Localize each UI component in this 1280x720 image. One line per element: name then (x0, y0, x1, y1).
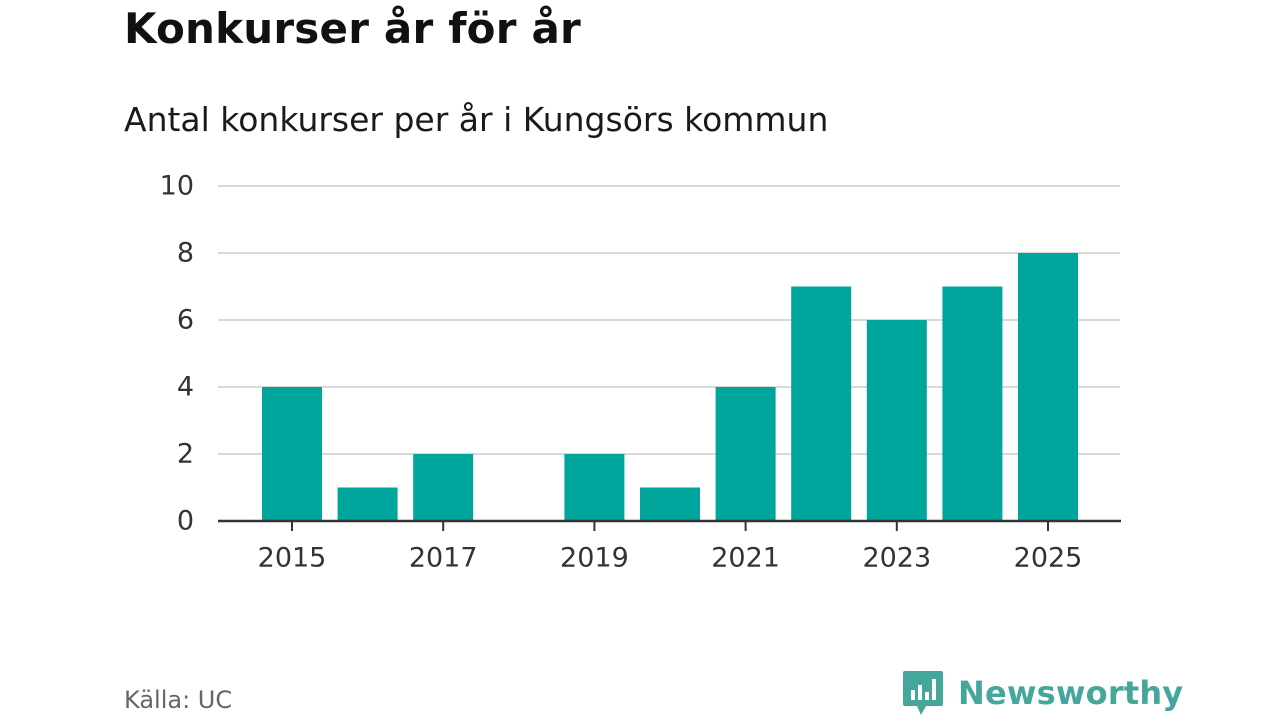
chart-subtitle: Antal konkurser per år i Kungsörs kommun (124, 100, 829, 139)
x-tick-label-2019: 2019 (560, 543, 629, 574)
y-tick-label-10: 10 (160, 171, 194, 202)
brand-name: Newsworthy (958, 674, 1184, 712)
bar-2023 (866, 320, 927, 521)
x-tick-label-2021: 2021 (711, 543, 780, 574)
newsworthy-logo-icon (903, 671, 943, 715)
bar-2025 (1018, 253, 1078, 521)
brand-logo[interactable]: Newsworthy (902, 670, 1183, 716)
bars (262, 253, 1078, 521)
bar-chart: 0 2 4 6 8 10 2015 2017 2019 2021 2023 2025 (160, 171, 1121, 574)
y-tick-label-4: 4 (177, 372, 194, 403)
bar-2017 (413, 454, 474, 521)
bar-2022 (791, 286, 852, 521)
tick-labels: 0 2 4 6 8 10 2015 2017 2019 2021 2023 2025 (160, 171, 1083, 574)
x-tick-label-2023: 2023 (862, 543, 931, 574)
x-tick-label-2017: 2017 (409, 543, 478, 574)
x-tick-label-2025: 2025 (1014, 543, 1083, 574)
x-axis (218, 519, 1121, 531)
y-tick-label-8: 8 (177, 238, 194, 269)
x-tick-label-2015: 2015 (258, 543, 327, 574)
bar-2016 (337, 487, 398, 521)
y-tick-label-6: 6 (177, 305, 194, 336)
bar-2021 (715, 387, 776, 521)
y-tick-label-2: 2 (177, 439, 194, 470)
y-tick-label-0: 0 (177, 506, 194, 537)
bar-2019 (564, 454, 625, 521)
bar-2024 (942, 286, 1003, 521)
source-note: Källa: UC (124, 686, 233, 714)
bar-2020 (640, 487, 700, 521)
chart-title: Konkurser år för år (124, 4, 581, 53)
bar-2015 (262, 387, 322, 521)
